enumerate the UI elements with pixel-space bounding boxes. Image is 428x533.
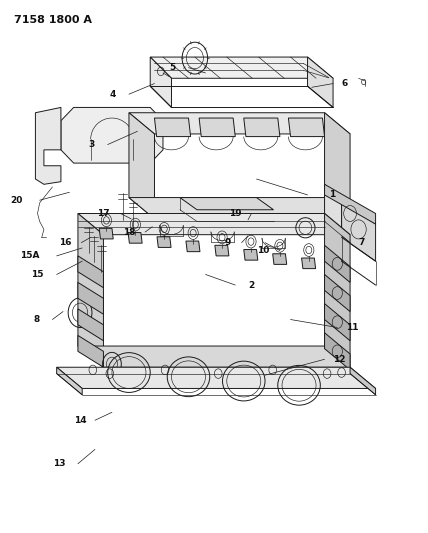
Polygon shape — [324, 245, 350, 282]
Text: 16: 16 — [59, 238, 71, 247]
Polygon shape — [342, 200, 376, 261]
Polygon shape — [56, 367, 82, 395]
Text: 11: 11 — [346, 323, 358, 332]
Polygon shape — [244, 118, 280, 136]
Polygon shape — [324, 184, 342, 237]
Polygon shape — [78, 214, 104, 367]
Text: 7158 1800 A: 7158 1800 A — [14, 14, 92, 25]
Text: 12: 12 — [333, 355, 345, 364]
Polygon shape — [155, 118, 190, 136]
Polygon shape — [78, 309, 104, 341]
Text: 15: 15 — [31, 270, 44, 279]
Polygon shape — [324, 113, 350, 219]
Text: 8: 8 — [33, 315, 40, 324]
Text: 9: 9 — [225, 238, 231, 247]
Polygon shape — [324, 184, 376, 224]
Polygon shape — [78, 214, 350, 235]
Polygon shape — [128, 232, 142, 243]
Text: 14: 14 — [74, 416, 86, 425]
Text: 19: 19 — [229, 209, 242, 218]
Polygon shape — [78, 256, 104, 288]
Text: 4: 4 — [110, 90, 116, 99]
Polygon shape — [36, 108, 61, 184]
Polygon shape — [129, 113, 155, 219]
Text: 5: 5 — [169, 63, 176, 72]
Polygon shape — [273, 254, 287, 264]
Polygon shape — [186, 241, 200, 252]
Text: 6: 6 — [342, 79, 348, 88]
Text: 18: 18 — [123, 228, 135, 237]
Polygon shape — [324, 304, 350, 341]
Polygon shape — [99, 228, 113, 239]
Text: 1: 1 — [329, 190, 335, 199]
Text: 15A: 15A — [20, 252, 40, 261]
Polygon shape — [157, 237, 171, 247]
Polygon shape — [308, 57, 333, 108]
Polygon shape — [78, 282, 104, 314]
Text: 17: 17 — [97, 209, 110, 218]
Polygon shape — [324, 333, 350, 370]
Text: 20: 20 — [10, 196, 23, 205]
Text: 3: 3 — [89, 140, 95, 149]
Polygon shape — [78, 335, 104, 367]
Polygon shape — [150, 57, 333, 78]
Text: 7: 7 — [359, 238, 365, 247]
Polygon shape — [350, 367, 376, 395]
Polygon shape — [244, 249, 258, 260]
Polygon shape — [324, 214, 350, 367]
Text: 10: 10 — [257, 246, 269, 255]
Polygon shape — [129, 198, 350, 219]
Polygon shape — [215, 245, 229, 256]
Text: 13: 13 — [53, 459, 65, 469]
Polygon shape — [288, 118, 324, 136]
Polygon shape — [150, 57, 172, 108]
Polygon shape — [302, 258, 315, 269]
Polygon shape — [61, 108, 163, 163]
Polygon shape — [180, 198, 273, 210]
Polygon shape — [56, 367, 376, 389]
Polygon shape — [199, 118, 235, 136]
Polygon shape — [324, 274, 350, 312]
Polygon shape — [129, 113, 350, 134]
Polygon shape — [78, 346, 350, 367]
Text: 2: 2 — [248, 280, 254, 289]
